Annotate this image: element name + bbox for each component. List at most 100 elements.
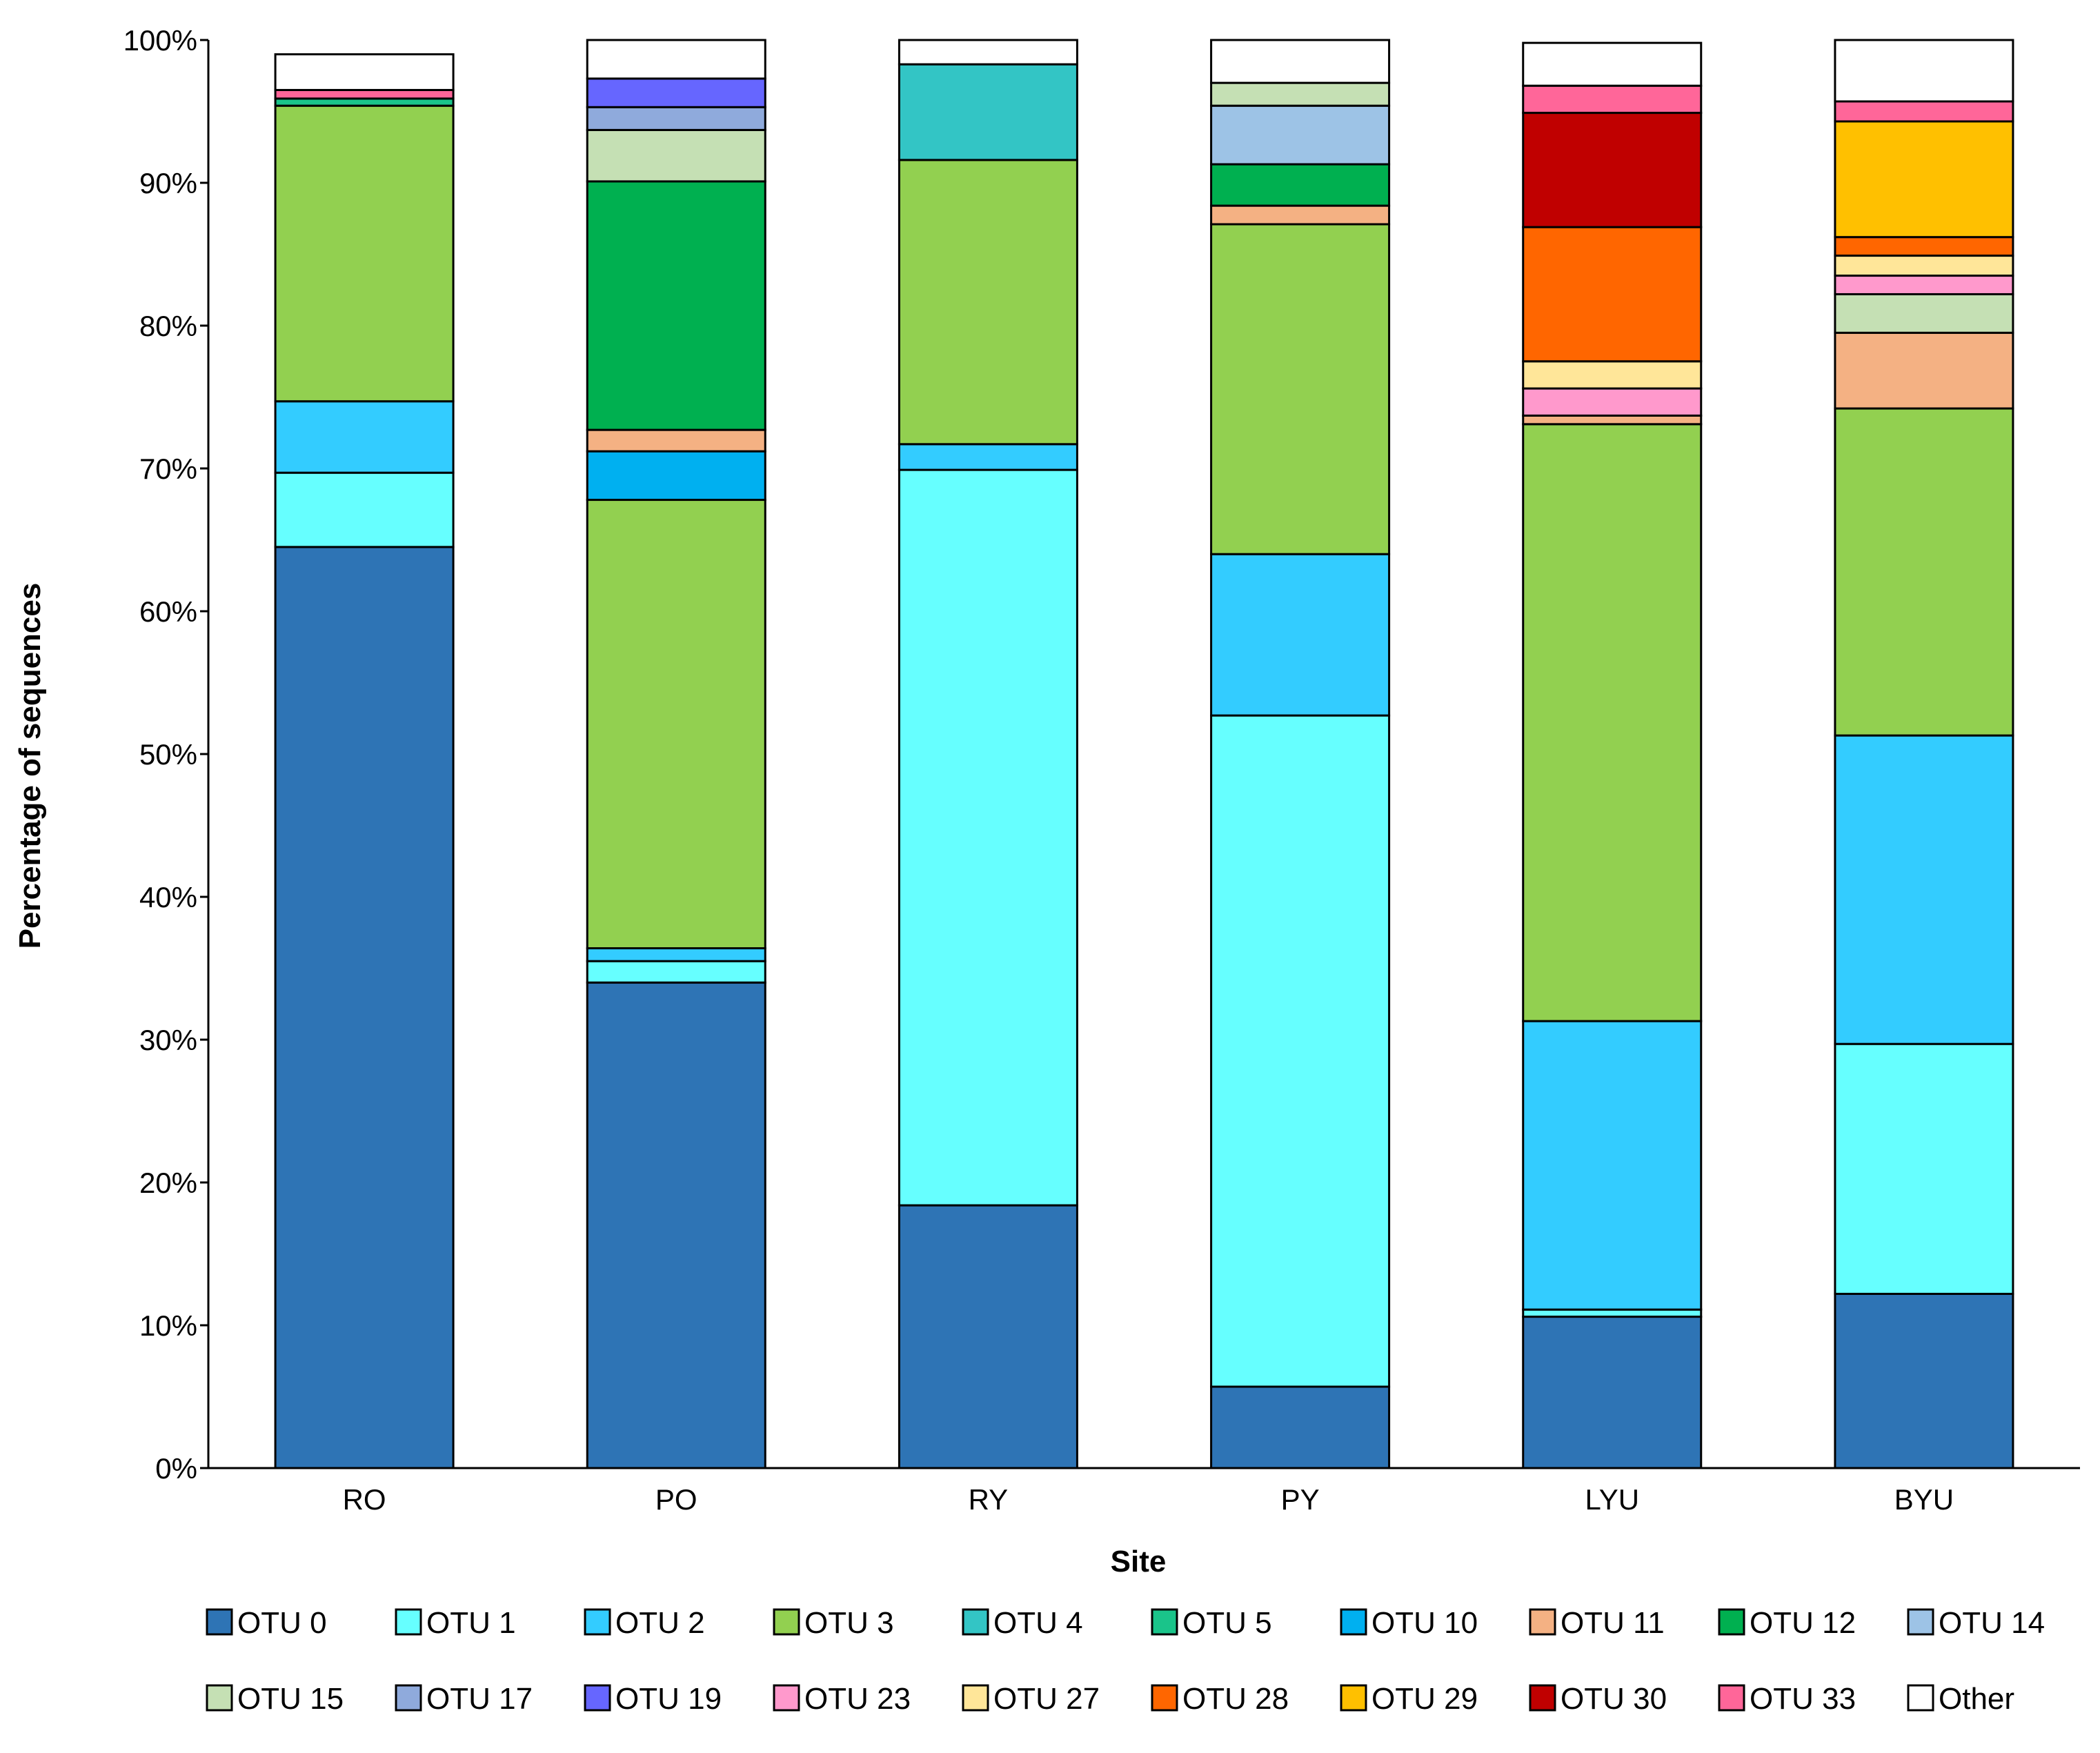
bar-segment-po-otu-12 — [586, 180, 766, 431]
bar-segment-lyu-otu-28 — [1522, 226, 1703, 363]
legend-item-otu-27: OTU 27 — [962, 1682, 1100, 1716]
x-tick-label-ry: RY — [969, 1483, 1009, 1516]
legend-swatch-otu-33 — [1718, 1684, 1745, 1712]
bar-segment-po-otu-10 — [586, 450, 766, 502]
bar-segment-byu-otu-2 — [1834, 734, 2014, 1045]
bar-segment-py-otu-0 — [1210, 1385, 1391, 1469]
legend-label-otu-33: OTU 33 — [1750, 1682, 1856, 1716]
legend-swatch-otu-5 — [1151, 1608, 1178, 1636]
bar-segment-py-other — [1210, 39, 1391, 84]
bar-segment-byu-otu-33 — [1834, 100, 2014, 123]
bar-segment-ry-other — [898, 39, 1078, 66]
legend-item-otu-12: OTU 12 — [1718, 1606, 1856, 1640]
x-tick-label-py: PY — [1281, 1483, 1320, 1516]
legend-item-otu-10: OTU 10 — [1340, 1606, 1478, 1640]
bar-segment-py-otu-15 — [1210, 81, 1391, 107]
legend-label-otu-11: OTU 11 — [1561, 1606, 1665, 1640]
plot-area — [274, 39, 2014, 1469]
bar-segment-ro-otu-33 — [274, 88, 455, 100]
bar-segment-byu-otu-3 — [1834, 407, 2014, 737]
legend-label-otu-23: OTU 23 — [804, 1682, 911, 1716]
bar-segment-lyu-other — [1522, 41, 1703, 87]
legend: OTU 0 OTU 1 OTU 2 OTU 3 OTU 4 OTU 5 OTU 10 OTU … — [206, 1606, 2045, 1716]
legend-swatch-otu-15 — [206, 1684, 233, 1712]
bar-segment-py-otu-2 — [1210, 553, 1391, 717]
bar-segment-ro-other — [274, 53, 455, 91]
legend-swatch-otu-0 — [206, 1608, 233, 1636]
y-tick-label-90: 90% — [139, 167, 197, 199]
bar-segment-byu-otu-11 — [1834, 331, 2014, 410]
y-tick-label-0: 0% — [155, 1452, 197, 1485]
bar-segment-byu-otu-0 — [1834, 1292, 2014, 1469]
bar-segment-byu-otu-28 — [1834, 236, 2014, 257]
legend-item-otu-3: OTU 3 — [773, 1606, 894, 1640]
legend-swatch-otu-11 — [1529, 1608, 1556, 1636]
legend-label-otu-28: OTU 28 — [1182, 1682, 1289, 1716]
legend-swatch-otu-17 — [395, 1684, 422, 1712]
legend-swatch-other — [1907, 1684, 1934, 1712]
y-tick-label-10: 10% — [139, 1309, 197, 1342]
bar-segment-ry-otu-4 — [898, 63, 1078, 161]
y-tick-label-20: 20% — [139, 1167, 197, 1199]
legend-label-otu-29: OTU 29 — [1371, 1682, 1478, 1716]
bar-segment-po-otu-0 — [586, 981, 766, 1469]
legend-item-otu-4: OTU 4 — [962, 1606, 1083, 1640]
bar-segment-po-otu-1 — [586, 960, 766, 984]
y-tick-label-40: 40% — [139, 881, 197, 913]
bar-segment-po-otu-3 — [586, 499, 766, 950]
legend-label-otu-4: OTU 4 — [993, 1606, 1083, 1640]
legend-label-otu-27: OTU 27 — [993, 1682, 1100, 1716]
y-tick-label-50: 50% — [139, 738, 197, 771]
bar-segment-lyu-otu-1 — [1522, 1308, 1703, 1318]
bar-segment-byu-otu-27 — [1834, 255, 2014, 277]
bar-segment-po-otu-11 — [586, 428, 766, 453]
bar-segment-lyu-otu-2 — [1522, 1020, 1703, 1311]
legend-label-otu-3: OTU 3 — [804, 1606, 894, 1640]
x-tick-label-po: PO — [655, 1483, 697, 1516]
legend-label-other: Other — [1939, 1682, 2014, 1716]
bar-segment-po-other — [586, 39, 766, 80]
bar-segment-lyu-otu-0 — [1522, 1316, 1703, 1469]
bar-segment-po-otu-15 — [586, 128, 766, 183]
legend-item-otu-23: OTU 23 — [773, 1682, 911, 1716]
legend-swatch-otu-4 — [962, 1608, 989, 1636]
bar-segment-ry-otu-0 — [898, 1204, 1078, 1469]
legend-swatch-otu-10 — [1340, 1608, 1367, 1636]
bar-segment-py-otu-3 — [1210, 223, 1391, 555]
legend-item-otu-19: OTU 19 — [584, 1682, 722, 1716]
legend-swatch-otu-19 — [584, 1684, 611, 1712]
bar-segment-py-otu-11 — [1210, 204, 1391, 226]
legend-item-otu-11: OTU 11 — [1529, 1606, 1665, 1640]
y-tick-label-70: 70% — [139, 453, 197, 485]
y-tick-label-30: 30% — [139, 1024, 197, 1056]
bar-segment-po-otu-19 — [586, 77, 766, 108]
legend-swatch-otu-27 — [962, 1684, 989, 1712]
legend-swatch-otu-14 — [1907, 1608, 1934, 1636]
y-axis-title: Percentage of sequences — [13, 583, 47, 949]
x-tick-label-byu: BYU — [1894, 1483, 1954, 1516]
bar-segment-lyu-otu-23 — [1522, 387, 1703, 417]
legend-label-otu-17: OTU 17 — [426, 1682, 533, 1716]
legend-item-otu-30: OTU 30 — [1529, 1682, 1667, 1716]
legend-label-otu-30: OTU 30 — [1561, 1682, 1667, 1716]
bar-segment-lyu-otu-30 — [1522, 112, 1703, 228]
legend-label-otu-2: OTU 2 — [615, 1606, 705, 1640]
legend-label-otu-12: OTU 12 — [1750, 1606, 1856, 1640]
bar-segment-byu-other — [1834, 39, 2014, 103]
legend-item-otu-5: OTU 5 — [1151, 1606, 1272, 1640]
legend-item-otu-28: OTU 28 — [1151, 1682, 1289, 1716]
legend-item-otu-1: OTU 1 — [395, 1606, 516, 1640]
legend-label-otu-14: OTU 14 — [1939, 1606, 2045, 1640]
x-tick-label-ro: RO — [343, 1483, 386, 1516]
bar-segment-ro-otu-0 — [274, 546, 455, 1469]
legend-label-otu-15: OTU 15 — [237, 1682, 344, 1716]
legend-label-otu-5: OTU 5 — [1182, 1606, 1272, 1640]
bar-segment-po-otu-2 — [586, 947, 766, 962]
legend-swatch-otu-3 — [773, 1608, 800, 1636]
legend-swatch-otu-28 — [1151, 1684, 1178, 1712]
bar-segment-lyu-otu-33 — [1522, 84, 1703, 115]
bar-segment-ry-otu-3 — [898, 159, 1078, 446]
bar-segment-lyu-otu-3 — [1522, 423, 1703, 1022]
